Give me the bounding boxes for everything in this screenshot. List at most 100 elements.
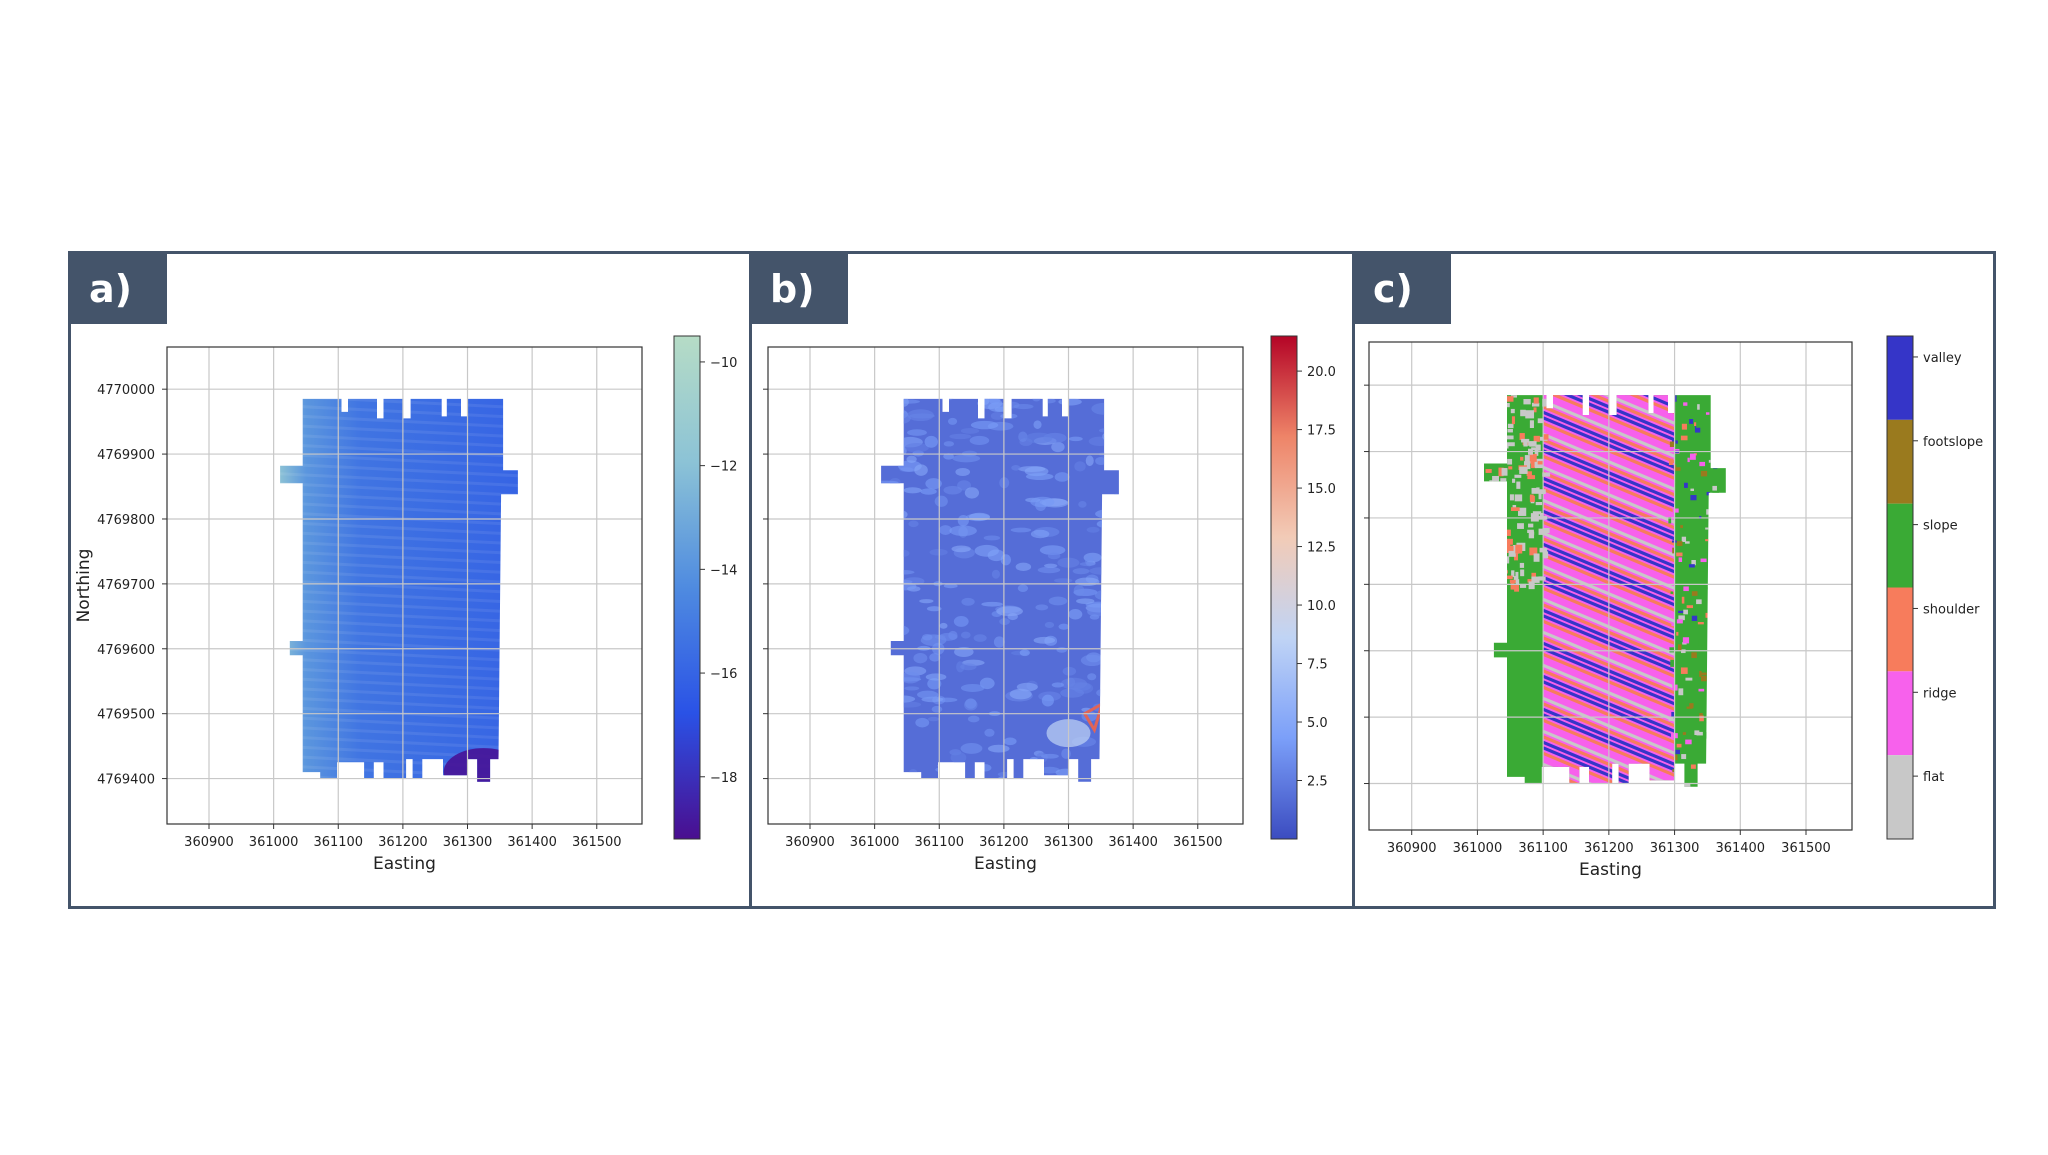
flat-patch bbox=[1519, 433, 1525, 441]
panel-c: c) 360900 361000 361100 361200 361300 361400 3… bbox=[1352, 251, 1996, 909]
flat-patch bbox=[1528, 531, 1535, 539]
bedform-stripe bbox=[1543, 885, 1674, 906]
edge-patch bbox=[1691, 560, 1696, 566]
slope-texture bbox=[925, 673, 947, 681]
colorbar-tick-label: −16 bbox=[710, 667, 737, 682]
depth-ripple bbox=[280, 715, 518, 731]
slope-texture bbox=[1060, 688, 1085, 698]
slope-texture bbox=[967, 715, 980, 723]
edge-patch bbox=[1686, 706, 1693, 709]
flat-patch bbox=[1512, 478, 1516, 483]
colorbar-tick-label: 17.5 bbox=[1307, 424, 1336, 439]
flat-patch bbox=[1529, 547, 1538, 556]
flat-patch bbox=[1537, 461, 1543, 465]
edge-patch bbox=[1683, 586, 1689, 592]
panel-a: a) 360900 361000 361100 361200 361300 361400 3… bbox=[68, 251, 752, 909]
depth-ripple bbox=[280, 530, 518, 546]
colorbar-label-ridge: ridge bbox=[1923, 686, 1956, 701]
x-tick-label: 361200 bbox=[1584, 841, 1634, 856]
flat-patch bbox=[1505, 545, 1514, 553]
slope-texture bbox=[983, 535, 1001, 541]
x-axis-label: Easting bbox=[974, 854, 1037, 874]
edge-patch bbox=[1686, 467, 1690, 470]
edge-patch bbox=[1699, 713, 1703, 718]
y-tick-label: 4769500 bbox=[97, 708, 155, 723]
colorbar-tick-label: 5.0 bbox=[1307, 716, 1328, 731]
flat-patch bbox=[1519, 562, 1525, 568]
depth-ripple bbox=[280, 472, 518, 488]
slope-texture bbox=[1086, 526, 1100, 533]
slope-texture bbox=[1079, 562, 1096, 567]
edge-patch bbox=[1676, 619, 1683, 624]
flat-patch bbox=[1527, 529, 1534, 533]
slope-texture bbox=[960, 683, 985, 692]
depth-surface bbox=[280, 398, 518, 782]
slope-texture bbox=[1015, 562, 1032, 571]
flat-patch bbox=[1533, 407, 1537, 413]
slope-texture bbox=[927, 678, 942, 690]
flat-patch bbox=[1530, 513, 1539, 522]
depth-ripple bbox=[280, 676, 518, 692]
colorbar-tick-label: 15.0 bbox=[1307, 482, 1336, 497]
slope-texture bbox=[969, 435, 990, 446]
x-tick-label: 361100 bbox=[1518, 841, 1568, 856]
edge-patch bbox=[1671, 623, 1675, 627]
flat-patch bbox=[1520, 409, 1526, 417]
edge-patch bbox=[1688, 564, 1695, 568]
x-tick-label: 361400 bbox=[507, 835, 557, 850]
colorbar-b bbox=[1270, 335, 1298, 840]
x-axis-label: Easting bbox=[1579, 860, 1642, 880]
slope-texture bbox=[1016, 682, 1038, 692]
slope-texture bbox=[1039, 766, 1060, 774]
edge-patch bbox=[1681, 423, 1687, 430]
slope-texture bbox=[1087, 673, 1097, 681]
edge-patch bbox=[1676, 631, 1679, 636]
flat-patch bbox=[1538, 576, 1546, 581]
edge-patch bbox=[1690, 495, 1697, 501]
x-tick-label: 361000 bbox=[249, 835, 299, 850]
slope-texture bbox=[915, 717, 930, 728]
edge-patch bbox=[1676, 743, 1682, 748]
slope-texture bbox=[1044, 621, 1055, 629]
flat-patch bbox=[1520, 569, 1525, 577]
slope-texture bbox=[939, 622, 948, 629]
edge-patch bbox=[1697, 615, 1702, 621]
slope-texture bbox=[964, 699, 978, 711]
flat-patch bbox=[1521, 438, 1530, 443]
flat-patch bbox=[1538, 491, 1542, 500]
slope-texture bbox=[1044, 563, 1058, 568]
edge-patch bbox=[1705, 527, 1711, 530]
flat-patch bbox=[1508, 466, 1513, 470]
slope-texture bbox=[961, 597, 975, 606]
edge-patch bbox=[1686, 605, 1694, 609]
flat-patch bbox=[1501, 468, 1508, 476]
depth-ripple bbox=[280, 398, 518, 410]
slope-texture bbox=[943, 441, 955, 447]
edge-patch bbox=[1703, 552, 1707, 558]
edge-patch bbox=[1698, 645, 1702, 651]
slope-texture bbox=[1062, 666, 1077, 676]
flat-patch bbox=[1542, 472, 1551, 477]
slope-texture bbox=[1032, 398, 1041, 402]
flat-patch bbox=[1498, 467, 1504, 477]
y-tick-label: 4769600 bbox=[97, 643, 155, 658]
flat-patch bbox=[1542, 528, 1550, 534]
flat-patch bbox=[1532, 511, 1542, 515]
edge-patch bbox=[1672, 547, 1675, 554]
slope-texture bbox=[938, 632, 958, 641]
x-tick-label: 361000 bbox=[850, 835, 900, 850]
flat-patch bbox=[1525, 410, 1535, 419]
slope-texture bbox=[1076, 598, 1095, 604]
edge-patch bbox=[1676, 541, 1683, 546]
axes-frame-c bbox=[1368, 341, 1853, 831]
slope-texture bbox=[920, 488, 937, 495]
flat-patch bbox=[1528, 581, 1535, 590]
bedform-stripe bbox=[1543, 902, 1674, 906]
slope-texture bbox=[960, 663, 977, 671]
edge-patch bbox=[1699, 715, 1704, 722]
depth-ripple bbox=[280, 403, 518, 419]
slope-texture bbox=[987, 744, 1010, 753]
y-tick-label: 4769700 bbox=[97, 578, 155, 593]
x-tick-label: 361200 bbox=[378, 835, 428, 850]
y-tick-label: 4769900 bbox=[97, 448, 155, 463]
